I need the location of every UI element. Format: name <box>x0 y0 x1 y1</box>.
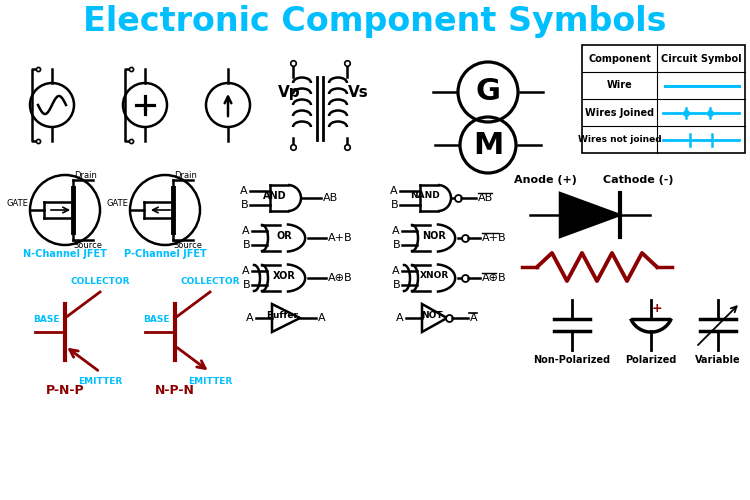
Text: A: A <box>242 266 250 276</box>
Text: G: G <box>476 78 500 106</box>
Text: Drain: Drain <box>174 171 196 180</box>
Text: Wires Joined: Wires Joined <box>585 108 654 118</box>
Text: B: B <box>392 280 400 290</box>
Text: Circuit Symbol: Circuit Symbol <box>661 54 741 64</box>
Text: B: B <box>392 240 400 250</box>
Text: A: A <box>470 313 478 323</box>
Text: A: A <box>392 266 400 276</box>
Text: A⊕B: A⊕B <box>328 273 352 283</box>
Text: Wire: Wire <box>607 80 632 90</box>
Text: B: B <box>242 280 250 290</box>
Text: Cathode (-): Cathode (-) <box>603 175 674 185</box>
Text: Vp: Vp <box>278 85 301 100</box>
Text: GATE: GATE <box>6 199 28 208</box>
Text: COLLECTOR: COLLECTOR <box>180 277 240 286</box>
Text: N-P-N: N-P-N <box>155 384 195 397</box>
Text: Source: Source <box>174 241 203 250</box>
Text: B: B <box>240 200 248 210</box>
Text: EMITTER: EMITTER <box>78 377 122 386</box>
Bar <box>582 45 745 153</box>
Text: A: A <box>246 313 254 323</box>
Text: Non-Polarized: Non-Polarized <box>533 355 610 365</box>
Text: Component: Component <box>588 54 651 64</box>
Text: P-N-P: P-N-P <box>46 384 84 397</box>
Text: A⊕B: A⊕B <box>482 273 507 283</box>
Text: P-Channel JFET: P-Channel JFET <box>124 249 206 259</box>
Text: A: A <box>318 313 326 323</box>
Text: Electronic Component Symbols: Electronic Component Symbols <box>83 6 667 38</box>
Text: A+B: A+B <box>328 233 352 243</box>
Text: B: B <box>390 200 398 210</box>
Text: NOT: NOT <box>422 312 442 320</box>
Text: NAND: NAND <box>410 192 440 200</box>
Text: A+B: A+B <box>482 233 507 243</box>
Text: Drain: Drain <box>74 171 97 180</box>
Text: +: + <box>652 302 662 316</box>
Text: AND: AND <box>263 191 286 201</box>
Text: M: M <box>472 130 503 160</box>
Text: Buffer: Buffer <box>266 312 298 320</box>
Text: BASE: BASE <box>143 315 170 324</box>
Text: OR: OR <box>276 231 292 241</box>
Text: Wires not joined: Wires not joined <box>578 135 662 144</box>
Text: AB: AB <box>478 193 494 203</box>
Text: A: A <box>390 186 398 196</box>
Text: XOR: XOR <box>272 271 296 281</box>
Text: AB: AB <box>323 193 338 203</box>
Text: EMITTER: EMITTER <box>188 377 232 386</box>
Text: GATE: GATE <box>106 199 128 208</box>
Text: A: A <box>392 226 400 236</box>
Text: A: A <box>396 313 404 323</box>
Text: N-Channel JFET: N-Channel JFET <box>23 249 107 259</box>
Text: BASE: BASE <box>33 315 59 324</box>
Text: Anode (+): Anode (+) <box>514 175 577 185</box>
Text: XNOR: XNOR <box>419 272 448 280</box>
Text: Source: Source <box>74 241 103 250</box>
Text: COLLECTOR: COLLECTOR <box>70 277 130 286</box>
Text: A: A <box>240 186 248 196</box>
Text: B: B <box>242 240 250 250</box>
Text: NOR: NOR <box>422 231 446 241</box>
Polygon shape <box>560 193 620 237</box>
Text: Variable: Variable <box>695 355 741 365</box>
Text: Polarized: Polarized <box>626 355 676 365</box>
Text: Vs: Vs <box>348 85 369 100</box>
Text: A: A <box>242 226 250 236</box>
